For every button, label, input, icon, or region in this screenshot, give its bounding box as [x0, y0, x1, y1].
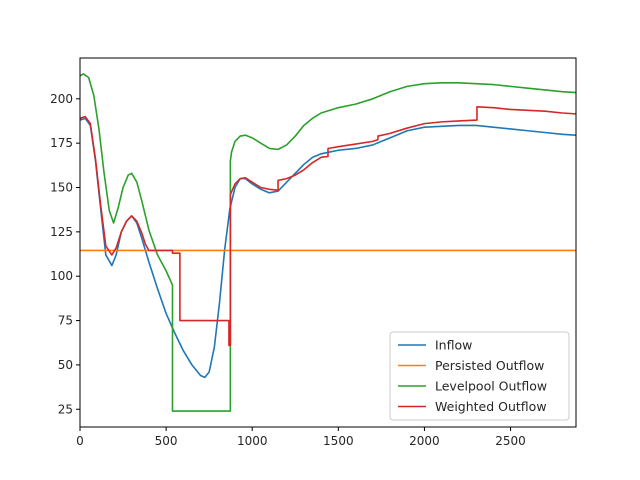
- y-tick-label: 150: [50, 181, 73, 195]
- x-tick-label: 1500: [323, 434, 354, 448]
- y-tick-label: 175: [50, 136, 73, 150]
- y-tick-label: 50: [58, 358, 73, 372]
- axes-frame: [79, 57, 577, 428]
- series-layer: [80, 73, 576, 412]
- series-line-weighted-outflow: [80, 105, 576, 347]
- x-tick-label: 500: [155, 434, 178, 448]
- y-tick-label: 200: [50, 92, 73, 106]
- legend-label: Weighted Outflow: [435, 399, 547, 414]
- legend-box: [389, 331, 570, 421]
- y-tick-label: 75: [58, 314, 73, 328]
- y-axis: 25 50 75 100 125 150 175 200: [50, 92, 80, 416]
- legend-label: Levelpool Outflow: [435, 379, 547, 394]
- y-tick-label: 125: [50, 225, 73, 239]
- legend-label: Persisted Outflow: [435, 358, 544, 373]
- y-tick-label: 100: [50, 269, 73, 283]
- x-tick-label: 1000: [237, 434, 268, 448]
- x-axis: 0 500 1000 1500 2000 2500: [76, 427, 526, 448]
- x-tick-label: 2500: [495, 434, 526, 448]
- x-tick-label: 0: [76, 434, 84, 448]
- series-line-levelpool-outflow: [80, 73, 576, 412]
- legend-label: Inflow: [435, 338, 472, 353]
- x-tick-label: 2000: [409, 434, 440, 448]
- y-tick-label: 25: [58, 402, 73, 416]
- legend: Inflow Persisted Outflow Levelpool Outflow…: [389, 331, 570, 421]
